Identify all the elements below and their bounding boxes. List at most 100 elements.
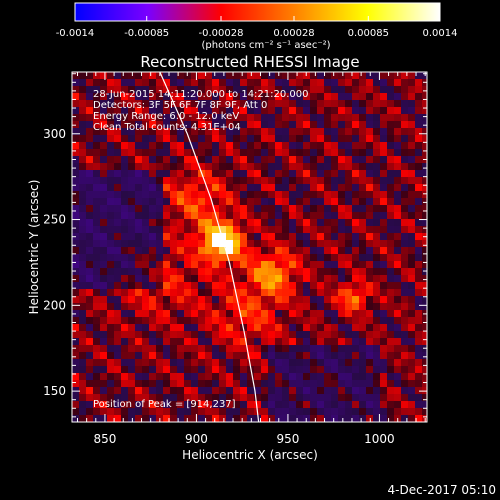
heatmap-cell xyxy=(86,380,94,388)
heatmap-cell xyxy=(79,338,87,346)
heatmap-cell xyxy=(310,282,318,290)
heatmap-cell xyxy=(422,415,427,422)
heatmap-cell xyxy=(247,331,255,339)
heatmap-cell xyxy=(156,233,164,241)
heatmap-cell xyxy=(261,86,269,94)
heatmap-cell xyxy=(226,93,234,101)
heatmap-cell xyxy=(121,233,129,241)
heatmap-cell xyxy=(191,268,199,276)
heatmap-cell xyxy=(275,303,283,311)
heatmap-cell xyxy=(93,93,101,101)
heatmap-cell xyxy=(128,261,136,269)
heatmap-cell xyxy=(86,401,94,409)
heatmap-cell xyxy=(296,128,304,136)
heatmap-cell xyxy=(233,114,241,122)
heatmap-cell xyxy=(226,408,234,416)
heatmap-cell xyxy=(163,219,171,227)
heatmap-cell xyxy=(380,170,388,178)
heatmap-cell xyxy=(156,387,164,395)
heatmap-cell xyxy=(345,352,353,360)
heatmap-cell xyxy=(177,345,185,353)
heatmap-cell xyxy=(408,184,416,192)
heatmap-cell xyxy=(177,387,185,395)
heatmap-cell xyxy=(408,86,416,94)
heatmap-cell xyxy=(401,254,409,262)
heatmap-cell xyxy=(233,366,241,374)
heatmap-cell xyxy=(303,233,311,241)
heatmap-cell xyxy=(184,366,192,374)
heatmap-cell xyxy=(170,366,178,374)
heatmap-cell xyxy=(107,128,115,136)
heatmap-cell xyxy=(121,268,129,276)
heatmap-cell xyxy=(191,282,199,290)
heatmap-cell xyxy=(156,359,164,367)
heatmap-cell xyxy=(345,247,353,255)
heatmap-cell xyxy=(156,296,164,304)
heatmap-cell xyxy=(114,233,122,241)
heatmap-cell xyxy=(380,303,388,311)
heatmap-cell xyxy=(219,303,227,311)
heatmap-cell xyxy=(72,72,80,80)
heatmap-cell xyxy=(135,394,143,402)
heatmap-cell xyxy=(121,170,129,178)
heatmap-cell xyxy=(79,93,87,101)
heatmap-cell xyxy=(345,233,353,241)
heatmap-cell xyxy=(415,219,423,227)
heatmap-cell xyxy=(177,317,185,325)
heatmap-cell xyxy=(93,219,101,227)
heatmap-cell xyxy=(240,296,248,304)
heatmap-cell xyxy=(107,72,115,80)
heatmap-cell xyxy=(219,107,227,115)
heatmap-cell xyxy=(107,275,115,283)
heatmap-cell xyxy=(310,275,318,283)
heatmap-cell xyxy=(373,149,381,157)
chart-title: Reconstructed RHESSI Image xyxy=(140,53,359,71)
heatmap-cell xyxy=(198,114,206,122)
heatmap-cell xyxy=(317,275,325,283)
heatmap-cell xyxy=(121,303,129,311)
heatmap-cell xyxy=(135,72,143,80)
heatmap-cell xyxy=(79,282,87,290)
heatmap-cell xyxy=(212,128,220,136)
heatmap-cell xyxy=(86,212,94,220)
heatmap-cell xyxy=(212,282,220,290)
heatmap-cell xyxy=(149,247,157,255)
heatmap-cell xyxy=(303,275,311,283)
heatmap-cell xyxy=(212,100,220,108)
heatmap-cell xyxy=(233,100,241,108)
heatmap-cell xyxy=(352,282,360,290)
heatmap-cell xyxy=(310,261,318,269)
heatmap-cell xyxy=(254,219,262,227)
heatmap-cell xyxy=(254,205,262,213)
heatmap-cell xyxy=(226,205,234,213)
heatmap-cell xyxy=(366,177,374,185)
heatmap-cell xyxy=(338,184,346,192)
heatmap-cell xyxy=(296,100,304,108)
heatmap-cell xyxy=(345,387,353,395)
heatmap-cell xyxy=(142,121,150,129)
heatmap-cell xyxy=(254,261,262,269)
heatmap-cell xyxy=(156,289,164,297)
heatmap-cell xyxy=(212,149,220,157)
heatmap-cell xyxy=(296,282,304,290)
heatmap-cell xyxy=(191,373,199,381)
heatmap-cell xyxy=(114,366,122,374)
heatmap-cell xyxy=(324,72,332,80)
heatmap-cell xyxy=(275,149,283,157)
heatmap-cell xyxy=(268,387,276,395)
heatmap-cell xyxy=(163,282,171,290)
heatmap-cell xyxy=(387,324,395,332)
heatmap-cell xyxy=(177,359,185,367)
heatmap-cell xyxy=(289,107,297,115)
heatmap-cell xyxy=(142,135,150,143)
heatmap-cell xyxy=(198,191,206,199)
heatmap-cell xyxy=(226,289,234,297)
heatmap-cell xyxy=(72,331,80,339)
heatmap-cell xyxy=(359,359,367,367)
heatmap-cell xyxy=(387,275,395,283)
heatmap-cell xyxy=(72,394,80,402)
heatmap-cell xyxy=(373,331,381,339)
heatmap-cell xyxy=(86,163,94,171)
heatmap-cell xyxy=(282,107,290,115)
heatmap-cell xyxy=(212,226,220,234)
